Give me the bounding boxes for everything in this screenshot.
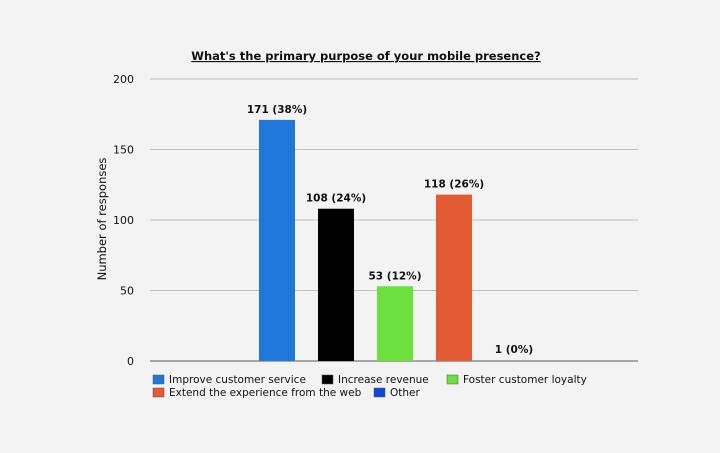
legend-swatch-5 <box>373 387 386 398</box>
y-axis-label: Number of responses <box>95 158 109 281</box>
y-axis-ticks: 0 50 100 150 200 <box>113 73 134 368</box>
data-label-5: 1 (0%) <box>495 344 533 356</box>
bar-1 <box>259 119 295 361</box>
data-label-3: 53 (12%) <box>369 270 422 282</box>
y-tick-label: 100 <box>113 214 134 227</box>
bar-4 <box>436 194 472 361</box>
legend-swatch-2 <box>321 374 334 385</box>
legend-label-1: Improve customer service <box>169 374 306 386</box>
legend-swatch-1 <box>152 374 165 385</box>
legend-label-2: Increase revenue <box>338 374 429 386</box>
legend-swatch-4 <box>152 387 165 398</box>
data-label-1: 171 (38%) <box>247 104 307 116</box>
legend-label-5: Other <box>390 387 420 399</box>
bar-2 <box>318 208 354 361</box>
y-tick-label: 200 <box>113 73 134 86</box>
bar-3 <box>377 286 413 361</box>
legend: Improve customer service Increase revenue… <box>152 374 587 399</box>
data-label-2: 108 (24%) <box>306 193 366 205</box>
legend-swatch-3 <box>446 374 459 385</box>
chart-title: What's the primary purpose of your mobil… <box>191 49 540 63</box>
bars <box>259 119 472 361</box>
legend-label-4: Extend the experience from the web <box>169 387 362 399</box>
y-tick-label: 50 <box>120 285 134 298</box>
y-tick-label: 0 <box>127 355 134 368</box>
data-labels: 171 (38%) 108 (24%) 53 (12%) 118 (26%) 1 (0%… <box>247 104 533 356</box>
y-tick-label: 150 <box>113 144 134 157</box>
legend-label-3: Foster customer loyalty <box>463 374 587 386</box>
data-label-4: 118 (26%) <box>424 179 484 191</box>
